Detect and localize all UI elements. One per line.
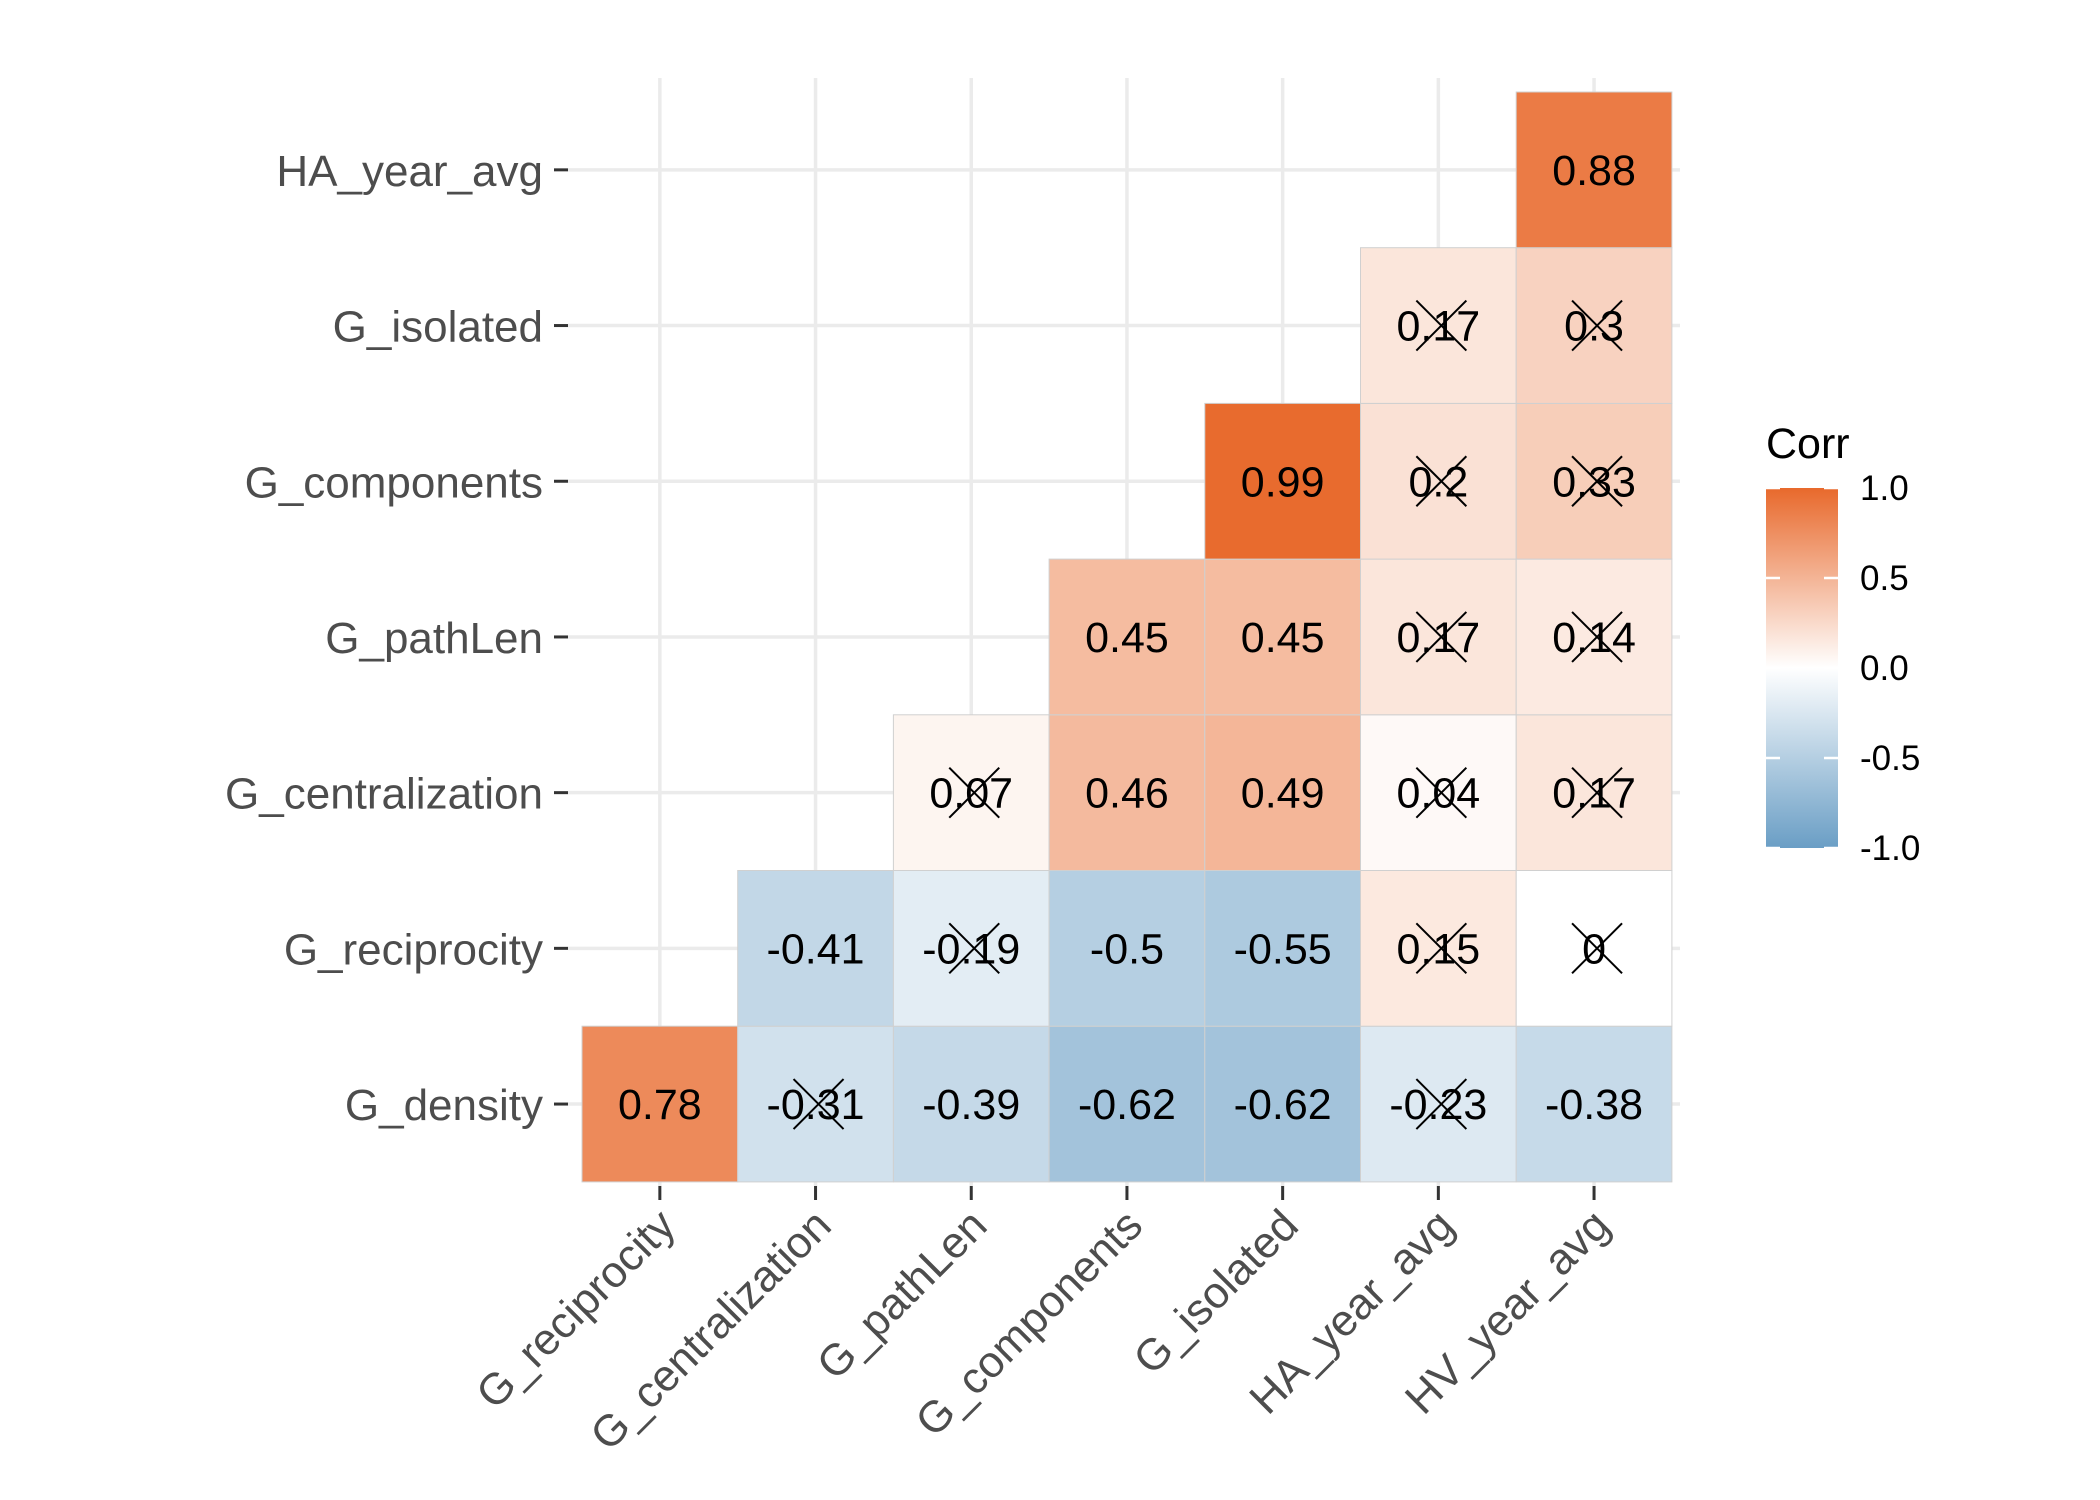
- insignificance-cross: [1571, 922, 1623, 975]
- heatmap-cell: [1360, 558, 1517, 716]
- heatmap-cell: [1048, 1025, 1206, 1183]
- heatmap-cell: [737, 870, 894, 1027]
- y-tick-label: HA_year_avg: [276, 147, 543, 196]
- insignificance-cross: [1415, 455, 1468, 507]
- cell-value-label: 0.17: [1396, 303, 1480, 351]
- cell-value-label: 0.46: [1085, 770, 1169, 818]
- legend-tick-label: -1.0: [1860, 829, 1920, 868]
- y-tick-label: G_isolated: [333, 303, 543, 352]
- insignificance-cross: [948, 922, 1000, 975]
- cell-value-label: 0.04: [1396, 770, 1480, 818]
- cell-value-label: 0.17: [1396, 614, 1480, 662]
- heatmap-cell: [1360, 714, 1517, 871]
- cell-value-label: 0.45: [1085, 614, 1169, 662]
- insignificance-cross: [948, 766, 1000, 819]
- y-tick-label: G_reciprocity: [284, 925, 543, 974]
- cell-value-label: 0.14: [1552, 614, 1636, 662]
- cell-value-label: 0.49: [1241, 770, 1325, 818]
- heatmap-cell: [737, 1025, 894, 1183]
- cell-value-label: 0.78: [618, 1081, 702, 1129]
- heatmap-cell: [1515, 558, 1673, 716]
- heatmap-cell: [1204, 1025, 1362, 1183]
- heatmap-cell: [1515, 714, 1673, 871]
- cell-value-label: -0.62: [1234, 1081, 1332, 1129]
- cell-value-label: 0.88: [1552, 147, 1636, 195]
- cell-value-label: 0.17: [1552, 770, 1636, 818]
- insignificance-cross: [1571, 455, 1623, 507]
- heatmap-cell: [1048, 870, 1206, 1027]
- legend-tick-label: -0.5: [1860, 739, 1920, 778]
- cell-value-label: -0.41: [767, 925, 865, 973]
- cell-value-label: -0.39: [922, 1081, 1020, 1129]
- insignificance-cross: [1571, 299, 1623, 352]
- insignificance-cross: [1571, 611, 1623, 663]
- cell-value-label: 0.99: [1241, 458, 1325, 506]
- heatmap-cell: [1204, 558, 1362, 716]
- cell-value-label: -0.31: [767, 1081, 865, 1129]
- heatmap-cell: [892, 714, 1050, 871]
- legend-tick-label: 0.0: [1860, 649, 1909, 688]
- cell-value-label: 0.45: [1241, 614, 1325, 662]
- cell-value-label: 0.33: [1552, 458, 1636, 506]
- insignificance-cross: [1415, 922, 1468, 975]
- insignificance-cross: [1415, 766, 1468, 819]
- y-tick-label: G_centralization: [225, 770, 543, 819]
- y-tick-label: G_pathLen: [325, 614, 543, 663]
- cell-value-label: 0: [1582, 925, 1606, 973]
- cell-value-label: -0.19: [922, 925, 1020, 973]
- heatmap-cells: 0.78 -0.31 -0.39 -0.62 -0.62 -0.23 -0.38 -0.41 -…: [581, 91, 1673, 1183]
- cell-value-label: 0.15: [1396, 925, 1480, 973]
- cell-value-label: -0.55: [1234, 925, 1332, 973]
- heatmap-cell: [1204, 870, 1362, 1027]
- heatmap-cell: [1515, 402, 1673, 560]
- cell-value-label: -0.38: [1545, 1081, 1643, 1129]
- legend-title: Corr: [1766, 420, 1850, 468]
- cell-value-label: -0.5: [1090, 925, 1164, 973]
- legend-tick-label: 0.5: [1860, 559, 1909, 598]
- cell-value-label: -0.23: [1389, 1081, 1487, 1129]
- color-legend: Corr 1.0 0.5 0.0 -0.5 -1.0: [1766, 420, 1920, 868]
- heatmap-cell: [1515, 1025, 1673, 1183]
- insignificance-cross: [1571, 766, 1623, 819]
- heatmap-cell: [892, 870, 1050, 1027]
- heatmap-cell: [1515, 870, 1673, 1027]
- cell-value-label: 0.07: [929, 770, 1013, 818]
- y-tick-label: G_density: [345, 1081, 543, 1130]
- insignificance-cross: [792, 1078, 845, 1130]
- cell-value-label: -0.62: [1078, 1081, 1176, 1129]
- insignificance-cross: [1415, 1078, 1468, 1130]
- heatmap-cell: [1515, 247, 1673, 404]
- heatmap-cell: [1048, 558, 1206, 716]
- y-tick-label: G_components: [245, 458, 543, 507]
- heatmap-cell: [1515, 91, 1673, 249]
- insignificance-cross: [1415, 299, 1468, 352]
- heatmap-cell: [1048, 714, 1206, 871]
- legend-tick-label: 1.0: [1860, 469, 1909, 508]
- heatmap-cell: [1360, 1025, 1517, 1183]
- heatmap-cell: [1360, 870, 1517, 1027]
- insignificance-cross: [1415, 611, 1468, 663]
- heatmap-cell: [892, 1025, 1050, 1183]
